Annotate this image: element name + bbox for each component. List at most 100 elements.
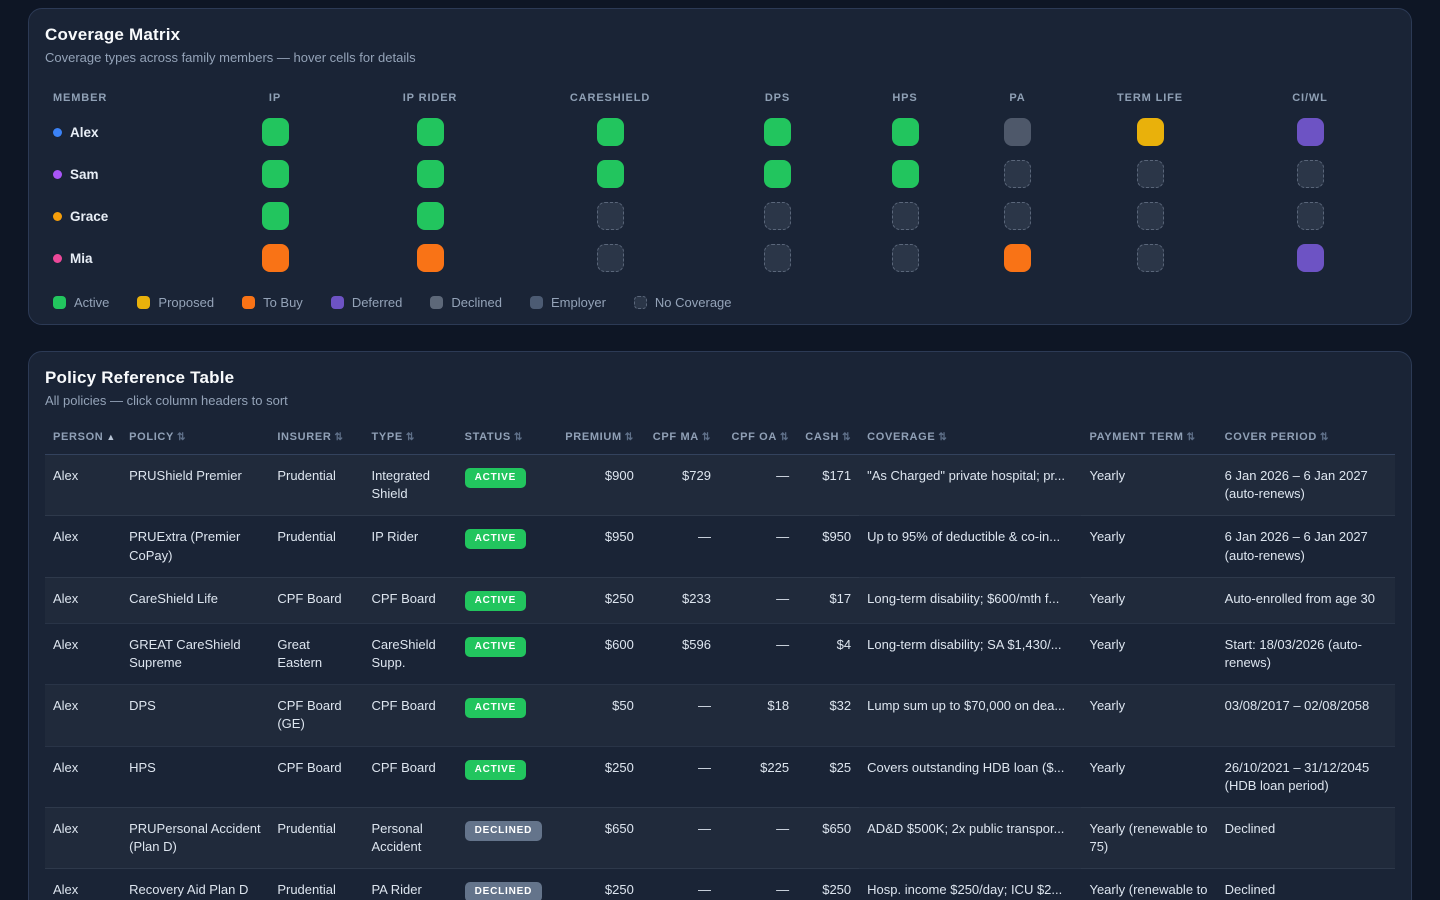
cell-policy: PRUShield Premier [129, 468, 242, 483]
matrix-cell[interactable] [596, 118, 624, 146]
member-dot [53, 211, 62, 221]
cell-premium: $250 [553, 745, 642, 808]
matrix-cell[interactable] [1136, 160, 1164, 188]
cell-payment-term: Yearly [1089, 468, 1126, 483]
cell-payment-term: Yearly [1081, 515, 1217, 578]
column-header-policy[interactable]: POLICY ⇅ [121, 422, 270, 455]
cell-cpf-oa: — [718, 576, 798, 624]
matrix-cell[interactable] [764, 202, 791, 230]
matrix-header-hps: HPS [892, 92, 918, 104]
column-header-type[interactable]: TYPE ⇅ [363, 422, 457, 455]
matrix-cell[interactable] [1004, 244, 1031, 272]
cell-type: CareShield Supp. [363, 622, 457, 685]
matrix-cell[interactable] [261, 160, 289, 188]
cell-premium: $250 [553, 868, 642, 900]
matrix-header-term-life: TERM LIFE [1117, 92, 1183, 104]
table-row: Alex CareShield Life CPF Board CPF Board… [45, 576, 1395, 624]
cell-cpf-ma: — [641, 745, 719, 808]
matrix-cell[interactable] [261, 244, 289, 272]
matrix-cell[interactable] [1004, 160, 1031, 188]
matrix-cell[interactable] [891, 118, 919, 146]
matrix-cell[interactable] [1296, 244, 1324, 272]
cell-cash: $650 [797, 806, 860, 869]
cell-payment-term: Yearly (renewable to 75) [1081, 868, 1217, 900]
cell-cover-period: Declined [1216, 868, 1395, 900]
column-header-cpf-ma[interactable]: CPF MA ⇅ [641, 422, 719, 455]
cell-cash: $171 [822, 468, 852, 483]
cell-cover-period: 6 Jan 2026 – 6 Jan 2027 (auto-renews) [1216, 515, 1395, 578]
matrix-cell[interactable] [1004, 202, 1031, 230]
matrix-cell[interactable] [1296, 202, 1324, 230]
matrix-cell[interactable] [1136, 118, 1164, 146]
legend-chip-active [53, 296, 66, 309]
legend-label: Active [74, 295, 110, 310]
legend-chip-no-coverage [633, 296, 647, 309]
matrix-cell[interactable] [891, 244, 919, 272]
cell-payment-term: Yearly (renewable to 75) [1081, 806, 1217, 869]
legend-label: Employer [550, 295, 606, 310]
legend-chip-to-buy [242, 296, 256, 309]
column-header-cover-period[interactable]: COVER PERIOD ⇅ [1216, 422, 1395, 455]
matrix-header-ip: IP [268, 92, 282, 104]
column-header-coverage[interactable]: COVERAGE ⇅ [859, 422, 1082, 455]
matrix-cell[interactable] [764, 118, 791, 146]
legend-item-no-coverage: No Coverage [633, 295, 732, 310]
status-badge: DECLINED [464, 882, 543, 900]
legend-item-employer: Employer [529, 295, 606, 310]
matrix-cell[interactable] [261, 202, 289, 230]
cell-cpf-ma: — [641, 515, 719, 578]
cell-insurer: Prudential [277, 468, 336, 483]
matrix-cell[interactable] [416, 118, 444, 146]
cell-policy: PRUExtra (Premier CoPay) [121, 515, 270, 578]
cell-cpf-oa: — [776, 468, 790, 483]
cell-status: DECLINED [456, 806, 554, 869]
legend-label: Deferred [351, 295, 403, 310]
cell-status: ACTIVE [457, 455, 554, 516]
matrix-cell[interactable] [1296, 118, 1324, 146]
matrix-cell[interactable] [1136, 202, 1164, 230]
column-header-cash[interactable]: CASH ⇅ [797, 422, 860, 455]
matrix-cell[interactable] [891, 160, 919, 188]
table-row: Alex HPS CPF Board CPF Board ACTIVE $250… [45, 745, 1395, 808]
matrix-cell[interactable] [1296, 160, 1324, 188]
matrix-cell[interactable] [596, 244, 624, 272]
column-header-premium[interactable]: PREMIUM ⇅ [553, 422, 642, 455]
matrix-cell[interactable] [764, 244, 791, 272]
matrix-cell[interactable] [416, 202, 444, 230]
matrix-cell[interactable] [416, 160, 444, 188]
cell-type: CPF Board [363, 745, 457, 808]
column-header-cpf-oa[interactable]: CPF OA ⇅ [718, 422, 798, 455]
cell-type: IP Rider [363, 515, 457, 578]
status-badge: ACTIVE [464, 636, 527, 657]
cell-cover-period: 03/08/2017 – 02/08/2058 [1216, 684, 1395, 746]
matrix-header-ip-rider: IP RIDER [402, 92, 458, 104]
cell-cpf-oa: — [718, 806, 798, 869]
cell-policy: Recovery Aid Plan D [121, 868, 270, 900]
matrix-cell[interactable] [596, 160, 624, 188]
matrix-cell[interactable] [261, 118, 289, 146]
column-header-insurer[interactable]: INSURER ⇅ [269, 422, 364, 455]
matrix-cell[interactable] [891, 202, 919, 230]
sort-icon: ⇅ [701, 432, 711, 443]
column-header-person[interactable]: PERSON ▲ [45, 422, 122, 455]
matrix-cell[interactable] [764, 160, 791, 188]
cell-coverage: AD&D $500K; 2x public transpor... [859, 806, 1082, 869]
cell-insurer: Prudential [269, 515, 364, 578]
legend-label: Proposed [158, 295, 215, 310]
matrix-header-row: MEMBER IP IP RIDER CARESHIELD DPS HPS PA… [45, 85, 1395, 111]
matrix-cell[interactable] [416, 244, 444, 272]
cell-cpf-ma: — [641, 868, 719, 900]
matrix-cell[interactable] [1004, 118, 1031, 146]
cell-person: Alex [45, 576, 122, 624]
member-dot [53, 253, 62, 263]
cell-status: DECLINED [456, 868, 554, 900]
matrix-cell[interactable] [1136, 244, 1164, 272]
cell-cpf-oa: — [718, 622, 798, 685]
column-header-status[interactable]: STATUS ⇅ [456, 422, 554, 455]
column-header-payment-term[interactable]: PAYMENT TERM ⇅ [1081, 422, 1217, 455]
cell-cover-period: Declined [1216, 806, 1395, 869]
cell-payment-term: Yearly [1081, 622, 1217, 685]
status-badge: ACTIVE [464, 468, 527, 488]
matrix-cell[interactable] [596, 202, 624, 230]
cell-cpf-ma: — [641, 806, 719, 869]
